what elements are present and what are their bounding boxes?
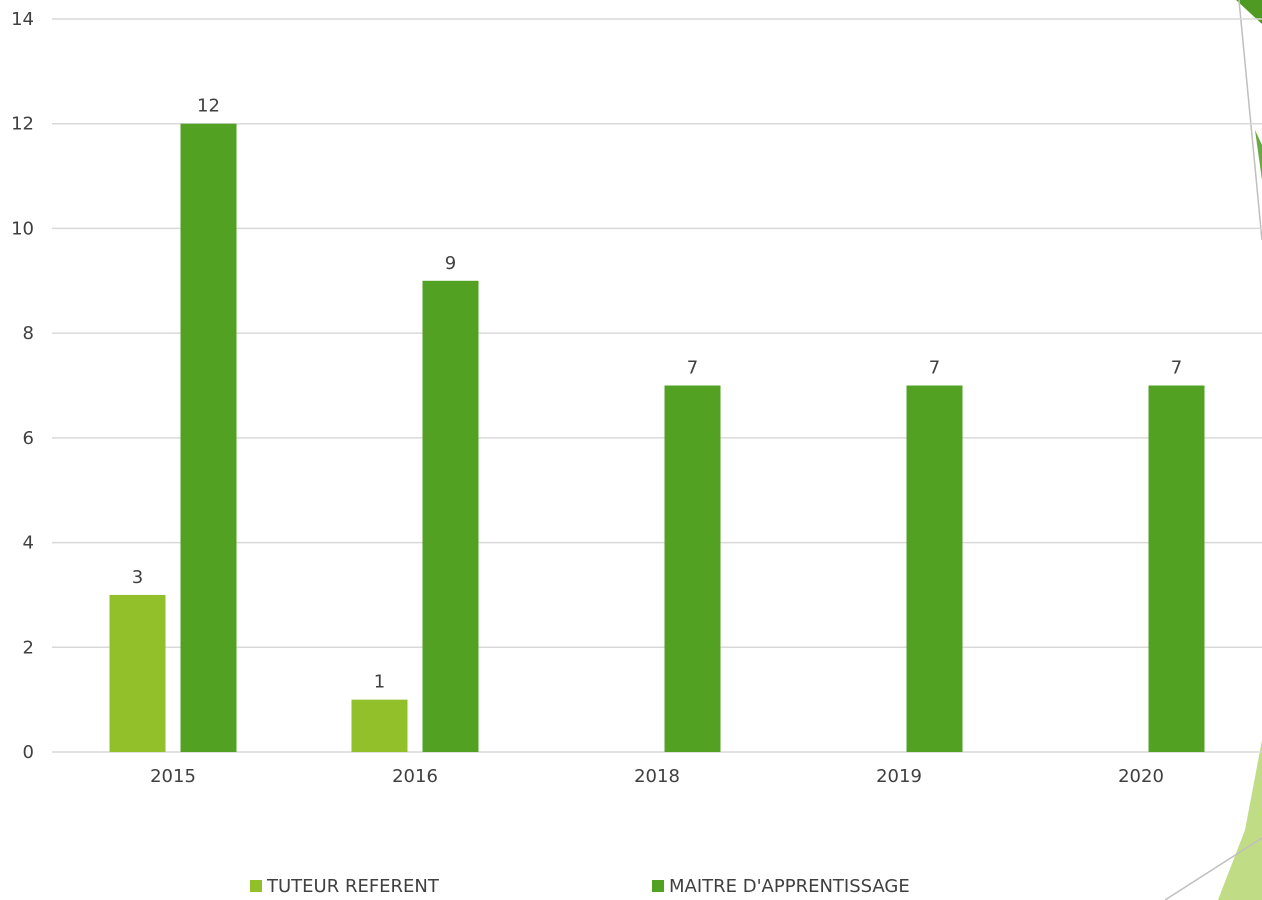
- bar-tuteur-referent-2015: [109, 594, 166, 752]
- bar-maitre-d-apprentissage-2018: [664, 385, 721, 752]
- decor-top-right-shape: [1236, 0, 1262, 24]
- data-label: 1: [374, 672, 385, 693]
- decor-top-right-accent: [1255, 130, 1262, 180]
- decor-bottom-right-line: [1164, 837, 1262, 900]
- y-tick-label: 8: [23, 323, 34, 344]
- data-label: 12: [197, 96, 220, 117]
- bar-maitre-d-apprentissage-2016: [422, 280, 479, 752]
- y-tick-label: 0: [23, 742, 34, 763]
- legend-label: MAITRE D'APPRENTISSAGE: [669, 876, 910, 897]
- y-tick-label: 6: [23, 428, 34, 449]
- x-tick-label: 2018: [634, 766, 680, 787]
- legend-label: TUTEUR REFERENT: [266, 876, 440, 897]
- bar-maitre-d-apprentissage-2020: [1148, 385, 1205, 752]
- legend-swatch: [250, 880, 262, 892]
- decor-top-right-line: [1238, 0, 1262, 241]
- y-axis-tick-labels: 0 2 4 6 8 10 12 14: [11, 9, 34, 763]
- data-label: 3: [132, 567, 143, 588]
- legend: TUTEUR REFERENT MAITRE D'APPRENTISSAGE: [250, 876, 910, 897]
- gridlines: [52, 18, 1262, 753]
- x-tick-label: 2020: [1118, 766, 1164, 787]
- data-labels: 3 12 1 9 7 7 7: [132, 96, 1182, 693]
- data-label: 9: [445, 253, 456, 274]
- x-axis-tick-labels: 2015 2016 2018 2019 2020: [150, 766, 1164, 787]
- decor-top-right: [1236, 0, 1262, 241]
- decor-bottom-right-shape: [1218, 740, 1262, 900]
- bar-maitre-d-apprentissage-2019: [906, 385, 963, 752]
- data-label: 7: [687, 358, 698, 379]
- data-label: 7: [929, 358, 940, 379]
- y-tick-label: 12: [11, 114, 34, 135]
- y-tick-label: 10: [11, 218, 34, 239]
- legend-swatch: [652, 880, 664, 892]
- decor-bottom-right: [1164, 740, 1262, 900]
- y-tick-label: 4: [23, 533, 34, 554]
- x-tick-label: 2016: [392, 766, 438, 787]
- data-label: 7: [1171, 358, 1182, 379]
- y-tick-label: 14: [11, 9, 34, 30]
- x-tick-label: 2019: [876, 766, 922, 787]
- y-tick-label: 2: [23, 637, 34, 658]
- bars: [109, 123, 1205, 752]
- bar-maitre-d-apprentissage-2015: [180, 123, 237, 752]
- bar-tuteur-referent-2016: [351, 699, 408, 752]
- x-tick-label: 2015: [150, 766, 196, 787]
